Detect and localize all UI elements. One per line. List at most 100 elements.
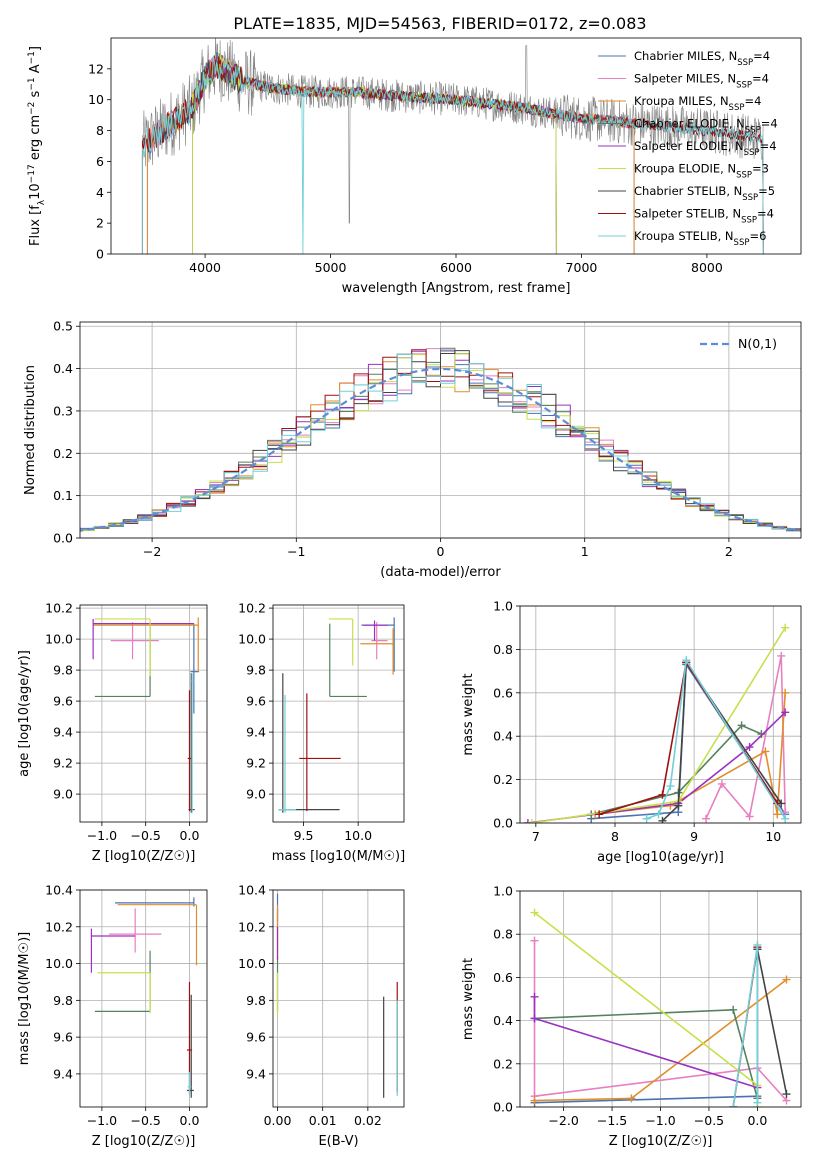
- y-axis-label-part: A: [28, 64, 43, 77]
- plot-area: [276, 893, 398, 1098]
- point-marker-kroupa_stelib: [666, 782, 675, 791]
- panel-mass-weight-vs-age: 7 8 9 10 0.0 0.2 0.4 0.6 0.8 1.0 age [log10(age/yr…: [461, 599, 802, 865]
- point-marker-kroupa_miles: [761, 747, 770, 756]
- panel-age-vs-mass: 9.5 10.0 9.0 9.2 9.4 9.6 9.8 10.0 10.2 mass [log1…: [238, 601, 405, 864]
- y-tick-label: 0.3: [53, 403, 73, 418]
- x-tick-label: 10: [765, 829, 781, 844]
- point-marker-chabrier_stelib: [674, 801, 683, 810]
- panels: 4000 5000 6000 7000 8000024681012wavelength …: [17, 37, 802, 1149]
- y-tick-label: 10.0: [45, 632, 73, 647]
- legend-label-suffix: =4: [760, 139, 777, 153]
- legend-label-text: Kroupa STELIB, N: [634, 229, 734, 243]
- legend-label-suffix: =5: [758, 184, 775, 198]
- x-tick-label: 7: [532, 829, 540, 844]
- y-axis-label: Normed distribution: [23, 365, 38, 495]
- y-tick-label: 1.0: [493, 599, 513, 614]
- y-tick-label: 10: [88, 92, 104, 107]
- y-tick-label: 9.8: [53, 993, 73, 1008]
- x-tick-label: 8000: [691, 260, 723, 275]
- x-tick-label: −1.0: [87, 1113, 117, 1128]
- y-tick-label: 10.0: [45, 956, 73, 971]
- point-marker-salpeter_elodie: [781, 708, 790, 717]
- y-tick-label: 0.5: [53, 319, 73, 334]
- panel-spectrum: 4000 5000 6000 7000 8000 0 2 4 6 8 10 12 wavelength …: [27, 37, 802, 296]
- observed-spectrum-line: [142, 38, 764, 224]
- model-spectrum-chabrier_stelib: [141, 55, 764, 254]
- y-tick-label: 10.4: [238, 883, 266, 898]
- plot-area: [523, 623, 790, 823]
- x-axis-label: Z [log10(Z/Z☉)]: [92, 1134, 196, 1149]
- panel-age-vs-Z: −1.0 −0.5 0.0 9.0 9.2 9.4 9.6 9.8 10.0 10.2 Z [log…: [17, 601, 208, 864]
- point-marker-kroupa_elodie: [530, 908, 539, 917]
- legend-label-text: Chabrier ELODIE, N: [634, 117, 745, 131]
- axes-frame: [272, 889, 405, 1108]
- x-tick-label: 1: [581, 544, 589, 559]
- plot-area: [80, 347, 801, 533]
- y-tick-label: 9.0: [246, 787, 266, 802]
- x-tick-label: 8: [611, 829, 619, 844]
- x-tick-label: 0.00: [264, 1113, 292, 1128]
- x-tick-label: 0.01: [309, 1113, 337, 1128]
- y-tick-label: 9.4: [246, 1066, 266, 1081]
- y-axis-label-part: −1: [27, 51, 37, 64]
- point-marker-chabrier_elodie: [737, 721, 746, 730]
- legend-label: Salpeter ELODIE, NSSP=4: [634, 139, 777, 158]
- y-tick-label: 10.2: [45, 919, 73, 934]
- y-tick-label: 9.4: [246, 725, 266, 740]
- point-marker-chabrier_elodie: [729, 1005, 738, 1014]
- y-tick-label: 0.2: [53, 446, 73, 461]
- legend-label-text: Kroupa MILES, N: [634, 94, 729, 108]
- y-tick-label: 9.6: [246, 694, 266, 709]
- x-tick-label: −0.5: [131, 1113, 161, 1128]
- legend-label: Chabrier MILES, NSSP=4: [634, 49, 770, 68]
- plot-area: [278, 617, 395, 813]
- y-tick-label: 9.8: [246, 663, 266, 678]
- x-tick-label: 7000: [566, 260, 598, 275]
- point-marker-pink: [702, 814, 711, 823]
- series-line-salpeter_elodie: [527, 711, 786, 823]
- y-tick-label: 9.6: [246, 1030, 266, 1045]
- point-marker-kroupa_miles: [782, 975, 791, 984]
- point-marker-kroupa_stelib: [781, 814, 790, 823]
- legend-label: Chabrier STELIB, NSSP=5: [634, 184, 775, 203]
- y-tick-label: 0.6: [493, 970, 513, 985]
- x-tick-label: −1: [287, 544, 305, 559]
- y-tick-label: 0.8: [493, 927, 513, 942]
- x-axis-label: E(B-V): [318, 1134, 358, 1149]
- y-tick-label: 4: [96, 185, 104, 200]
- y-axis-label-part: −1: [27, 77, 37, 90]
- point-marker-chabrier_stelib: [658, 816, 667, 823]
- y-tick-label: 10.4: [45, 883, 73, 898]
- y-tick-label: 1.0: [493, 884, 513, 899]
- point-marker-salpeter_stelib: [658, 790, 667, 799]
- series-line-chabrier_stelib: [661, 659, 782, 822]
- series-line-chabrier_miles: [534, 949, 759, 1104]
- plot-area: [141, 38, 764, 254]
- y-tick-label: 10.0: [238, 956, 266, 971]
- x-tick-label: 0.0: [180, 1113, 200, 1128]
- point-marker-kroupa_stelib: [729, 1103, 738, 1107]
- legend-label-text: Chabrier MILES, N: [634, 49, 737, 63]
- y-tick-label: 0.0: [53, 531, 73, 546]
- point-marker-kroupa_stelib: [753, 941, 762, 949]
- x-tick-label: 4000: [189, 260, 221, 275]
- x-axis-label: age [log10(age/yr)]: [597, 850, 724, 865]
- y-tick-label: 12: [88, 61, 104, 76]
- y-tick-label: 2: [96, 216, 104, 231]
- y-tick-label: 9.4: [53, 1066, 73, 1081]
- y-tick-label: 0: [96, 247, 104, 262]
- x-tick-label: 6000: [440, 260, 472, 275]
- y-tick-label: 0.0: [493, 1100, 513, 1115]
- y-axis-label-part: ]: [28, 46, 43, 51]
- point-marker-kroupa_elodie: [527, 819, 536, 823]
- y-axis-label: age [log10(age/yr)]: [17, 650, 32, 777]
- legend-label: Chabrier ELODIE, NSSP=4: [634, 117, 778, 136]
- model-spectrum-kroupa_stelib: [141, 55, 764, 254]
- x-tick-label: 0.0: [180, 828, 200, 843]
- axes-frame: [272, 604, 405, 823]
- x-tick-label: 0: [437, 544, 445, 559]
- y-tick-label: 9.6: [53, 694, 73, 709]
- y-tick-label: 9.0: [53, 787, 73, 802]
- x-tick-label: 9.5: [294, 828, 314, 843]
- point-marker-kroupa_miles: [781, 688, 790, 697]
